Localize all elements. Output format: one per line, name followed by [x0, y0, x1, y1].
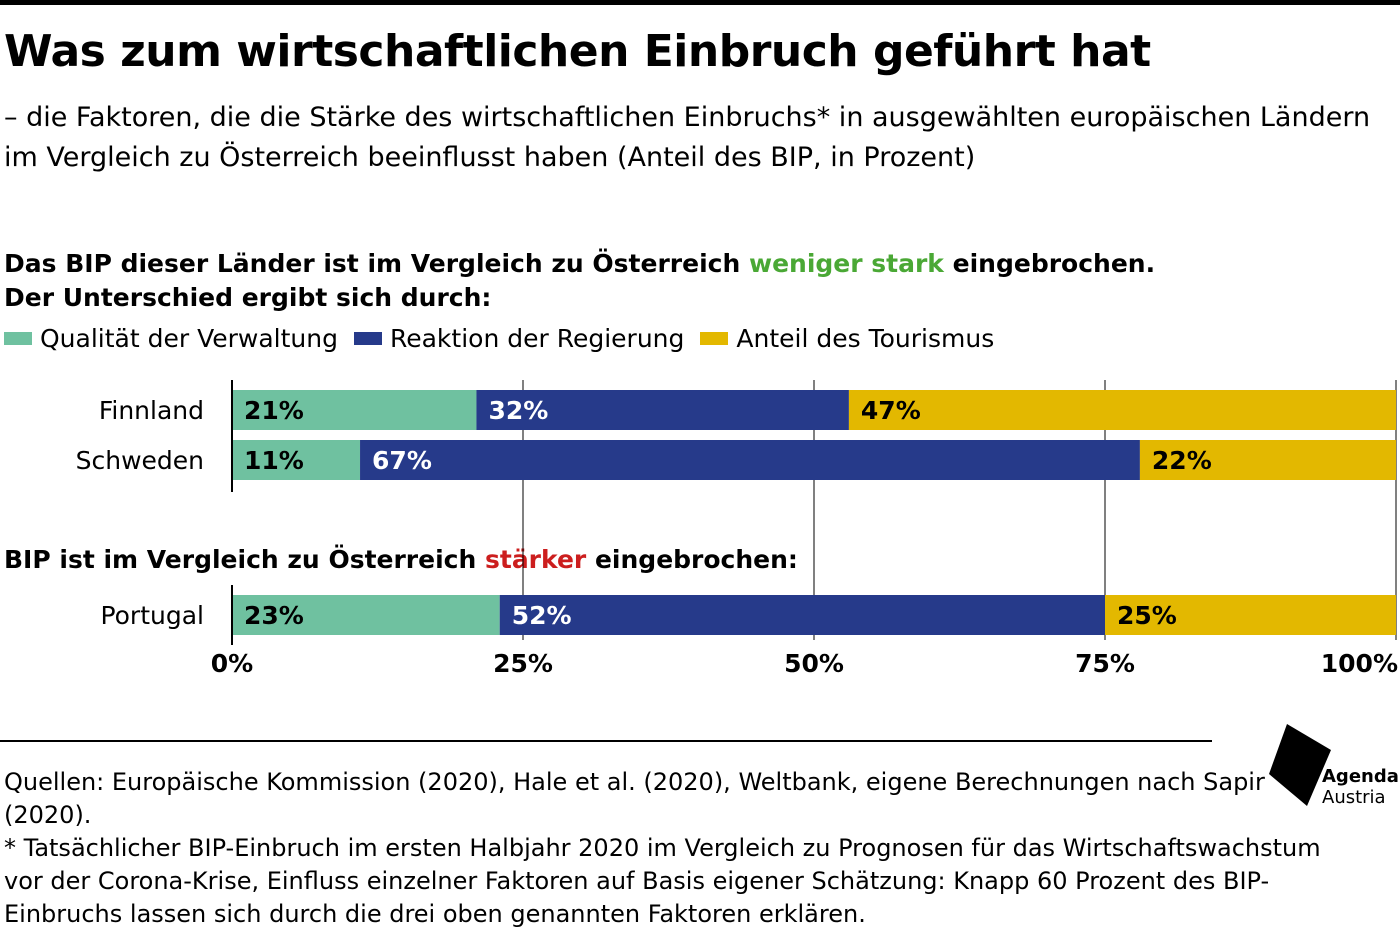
- x-tick-label: 75%: [1075, 649, 1135, 678]
- x-tick-label: 0%: [211, 649, 253, 678]
- logo-line1: Agenda: [1322, 766, 1399, 787]
- section2-highlight: stärker: [484, 545, 587, 574]
- data-label: 23%: [244, 601, 304, 630]
- data-label: 25%: [1117, 601, 1177, 630]
- bar-finnland-reaktion-der-regierung: [476, 390, 849, 430]
- sources-line: Quellen: Europäische Kommission (2020), …: [4, 768, 1265, 829]
- data-label: 11%: [244, 446, 304, 475]
- legend-item-tourismus: Anteil des Tourismus: [700, 324, 994, 353]
- section1-text-post: eingebrochen.: [943, 249, 1156, 278]
- section1-line2: Der Unterschied ergibt sich durch:: [4, 283, 492, 312]
- bar-schweden-reaktion-der-regierung: [360, 440, 1140, 480]
- legend-label: Anteil des Tourismus: [736, 324, 995, 353]
- x-tick-label: 50%: [784, 649, 844, 678]
- sources-note: Quellen: Europäische Kommission (2020), …: [4, 766, 1334, 931]
- section2-text-pre: BIP ist im Vergleich zu Österreich: [4, 545, 485, 574]
- data-label: 22%: [1152, 446, 1212, 475]
- data-label: 47%: [861, 396, 921, 425]
- category-label: Portugal: [100, 601, 204, 630]
- category-label: Finnland: [99, 396, 204, 425]
- footer-rule: [0, 740, 1212, 742]
- logo-line2: Austria: [1322, 787, 1386, 808]
- legend-swatch-tourismus: [700, 332, 729, 345]
- data-label: 32%: [488, 396, 548, 425]
- legend-label: Qualität der Verwaltung: [40, 324, 338, 353]
- legend-swatch-verwaltung: [4, 332, 32, 345]
- logo-wordmark: Agenda Austria: [1322, 766, 1399, 808]
- bar-portugal-qualit-t-der-verwaltung: [232, 595, 500, 635]
- category-label: Schweden: [76, 446, 204, 475]
- x-tick-label: 25%: [493, 649, 553, 678]
- legend-swatch-regierung: [353, 332, 382, 345]
- bar-portugal-anteil-des-tourismus: [1105, 595, 1396, 635]
- section1-highlight: weniger stark: [748, 249, 944, 278]
- section-heading-less: Das BIP dieser Länder ist im Vergleich z…: [4, 247, 1155, 315]
- section-heading-more: BIP ist im Vergleich zu Österreich stärk…: [4, 543, 798, 577]
- bar-finnland-qualit-t-der-verwaltung: [232, 390, 477, 430]
- stacked-bar-chart: 21% 32% 47% Finnland 11% 67% 22% Schweden 23% 52%…: [76, 380, 1398, 678]
- section2-text-post: eingebrochen:: [586, 545, 798, 574]
- legend-label: Reaktion der Regierung: [389, 324, 685, 353]
- chart-legend: Qualität der Verwaltung Reaktion der Reg…: [4, 324, 1010, 353]
- bar-portugal-reaktion-der-regierung: [499, 595, 1106, 635]
- bar-schweden-anteil-des-tourismus: [1139, 440, 1396, 480]
- chart-subtitle: – die Faktoren, die die Stärke des wirts…: [4, 102, 1371, 173]
- data-label: 21%: [244, 396, 304, 425]
- x-tick-label: 100%: [1321, 649, 1398, 678]
- legend-item-verwaltung: Qualität der Verwaltung: [4, 324, 338, 353]
- section1-text-pre: Das BIP dieser Länder ist im Vergleich z…: [4, 249, 749, 278]
- top-rule: [0, 0, 1400, 5]
- legend-item-regierung: Reaktion der Regierung: [353, 324, 685, 353]
- bar-schweden-qualit-t-der-verwaltung: [232, 440, 361, 480]
- chart-title: Was zum wirtschaftlichen Einbruch geführ…: [4, 26, 1151, 77]
- footnote-line: * Tatsächlicher BIP-Einbruch im ersten H…: [4, 834, 1321, 928]
- agenda-austria-logo-icon: [1269, 724, 1331, 806]
- bar-finnland-anteil-des-tourismus: [848, 390, 1396, 430]
- data-label: 52%: [512, 601, 572, 630]
- data-label: 67%: [372, 446, 432, 475]
